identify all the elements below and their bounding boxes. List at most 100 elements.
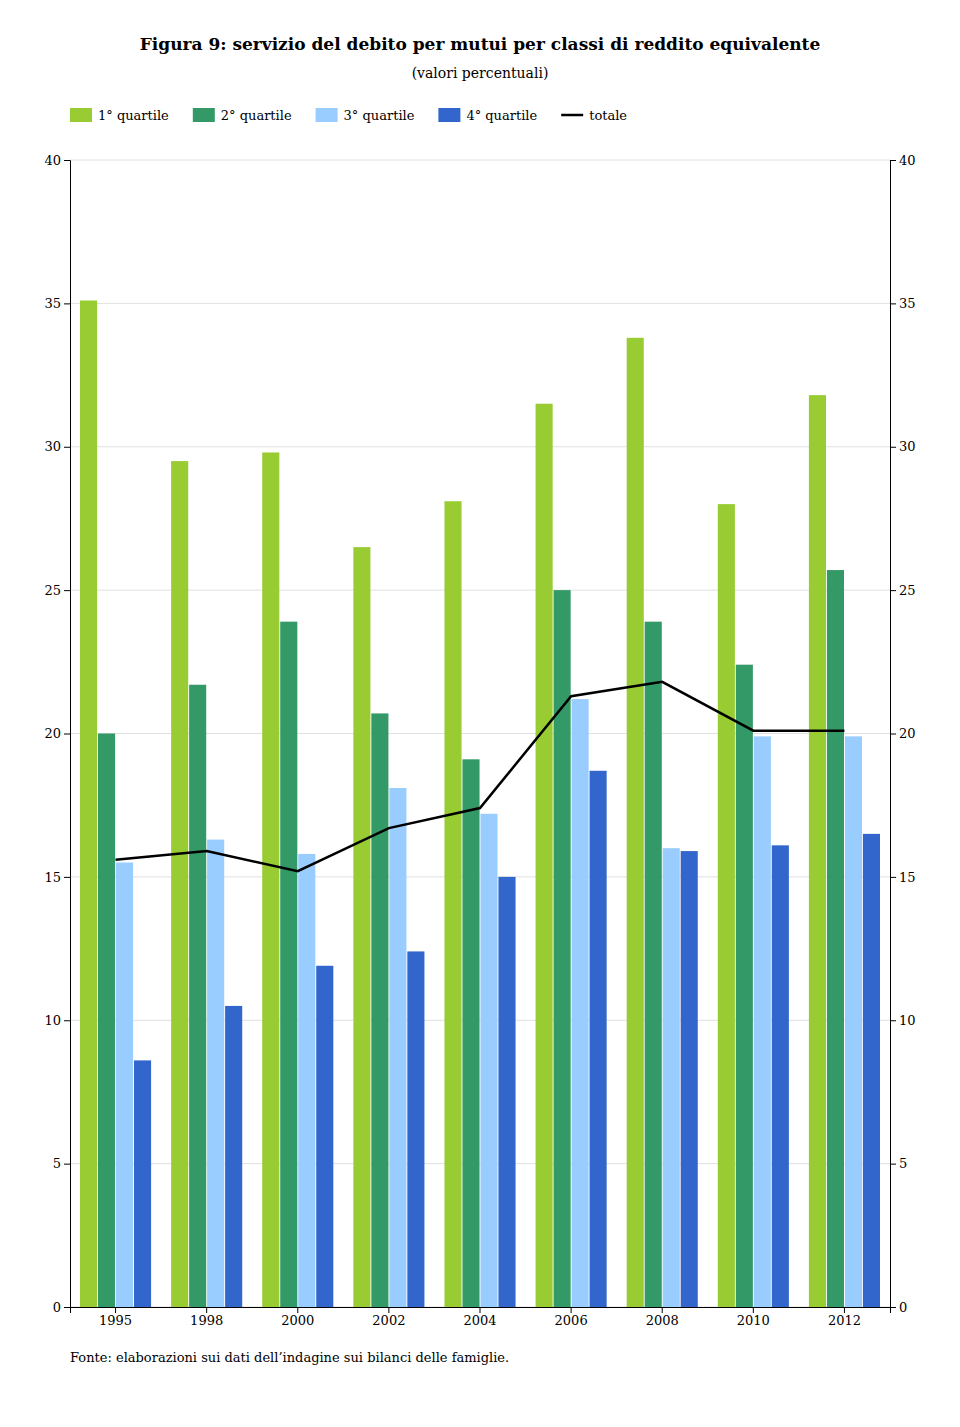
tick-mark (890, 734, 896, 735)
tick: 15 (44, 870, 70, 885)
legend-label: 1° quartile (98, 108, 169, 123)
tick-label: 2008 (646, 1313, 679, 1328)
legend-item: totale (561, 108, 627, 123)
bar (498, 877, 515, 1307)
legend-item: 1° quartile (70, 108, 169, 123)
tick: 2000 (281, 1307, 314, 1328)
tick-mark (890, 1020, 896, 1021)
chart-subtitle: (valori percentuali) (412, 65, 549, 81)
tick-label: 2002 (372, 1313, 405, 1328)
bar (645, 622, 662, 1307)
tick-mark (206, 1307, 207, 1313)
tick: 2010 (737, 1307, 770, 1328)
annotation: Fonte: elaborazioni sui dati dell’indagi… (70, 1350, 509, 1365)
tick: 5 (890, 1156, 907, 1171)
tick-label: 1995 (99, 1313, 132, 1328)
tick-label: 20 (899, 726, 916, 741)
axis-domain (71, 1308, 891, 1314)
tick-label: 5 (53, 1156, 61, 1171)
bar-series (116, 699, 862, 1307)
bar (407, 951, 424, 1307)
bar (207, 840, 224, 1307)
tick-label: 25 (44, 583, 61, 598)
tick-label: 15 (44, 870, 61, 885)
tick: 30 (44, 439, 70, 454)
tick-mark (64, 1307, 70, 1308)
bar (98, 734, 115, 1308)
tick-label: 35 (899, 296, 916, 311)
plot-area: 1995199820002002200420062008201020120510… (44, 153, 915, 1329)
tick: 20 (44, 726, 70, 741)
bar (316, 966, 333, 1307)
tick: 35 (890, 296, 916, 311)
tick-label: 10 (44, 1013, 61, 1028)
tick-label: 1998 (190, 1313, 223, 1328)
tick-label: 2000 (281, 1313, 314, 1328)
tick-mark (115, 1307, 116, 1313)
legend-label: totale (589, 108, 627, 123)
tick-mark (571, 1307, 572, 1313)
tick-label: 35 (44, 296, 61, 311)
tick: 30 (890, 439, 916, 454)
tick: 2002 (372, 1307, 405, 1328)
bar (736, 665, 753, 1307)
tick-label: 15 (899, 870, 916, 885)
bar (189, 685, 206, 1307)
bar (462, 759, 479, 1307)
tick-mark (64, 877, 70, 878)
bar (225, 1006, 242, 1307)
bar (754, 736, 771, 1307)
tick-label: 0 (899, 1300, 907, 1315)
tick-label: 40 (44, 153, 61, 168)
grid-line (70, 446, 890, 447)
legend-swatch (70, 108, 92, 122)
tick: 5 (53, 1156, 70, 1171)
bar-series (134, 771, 880, 1307)
bar (627, 338, 644, 1307)
tick-label: 20 (44, 726, 61, 741)
chart-svg: Figura 9: servizio del debito per mutui … (0, 0, 960, 1427)
bar (572, 699, 589, 1307)
bar (298, 854, 315, 1307)
legend-item: 2° quartile (193, 108, 292, 123)
tick-label: 40 (899, 153, 916, 168)
legend-swatch (316, 108, 338, 122)
tick-label: 25 (899, 583, 916, 598)
tick: 40 (890, 153, 916, 168)
tick: 0 (890, 1300, 907, 1315)
tick-label: 2010 (737, 1313, 770, 1328)
bar (480, 814, 497, 1307)
bar (590, 771, 607, 1307)
tick-mark (890, 1164, 896, 1165)
legend-item: 3° quartile (316, 108, 415, 123)
tick-mark (890, 303, 896, 304)
bar (827, 570, 844, 1307)
tick-mark (64, 160, 70, 161)
bar (809, 395, 826, 1307)
x-axis: 199519982000200220042006200820102012 (71, 1307, 891, 1328)
legend-swatch (193, 108, 215, 122)
grid-line (70, 590, 890, 591)
bar (845, 736, 862, 1307)
tick-mark (890, 1307, 896, 1308)
tick: 35 (44, 296, 70, 311)
y-axis: 0510152025303540 (44, 153, 70, 1315)
bar-series (98, 570, 844, 1307)
bar (80, 301, 97, 1307)
tick-mark (64, 303, 70, 304)
grid (70, 160, 890, 1307)
tick-mark (480, 1307, 481, 1313)
bar (772, 845, 789, 1307)
tick: 10 (890, 1013, 916, 1028)
tick-label: 2004 (463, 1313, 496, 1328)
tick-mark (64, 590, 70, 591)
tick-label: 5 (899, 1156, 907, 1171)
tick-label: 30 (44, 439, 61, 454)
tick: 1998 (190, 1307, 223, 1328)
tick: 40 (44, 153, 70, 168)
bar (371, 713, 388, 1307)
bar (262, 452, 279, 1307)
legend-item: 4° quartile (438, 108, 537, 123)
bar (116, 863, 133, 1307)
tick: 2006 (555, 1307, 588, 1328)
